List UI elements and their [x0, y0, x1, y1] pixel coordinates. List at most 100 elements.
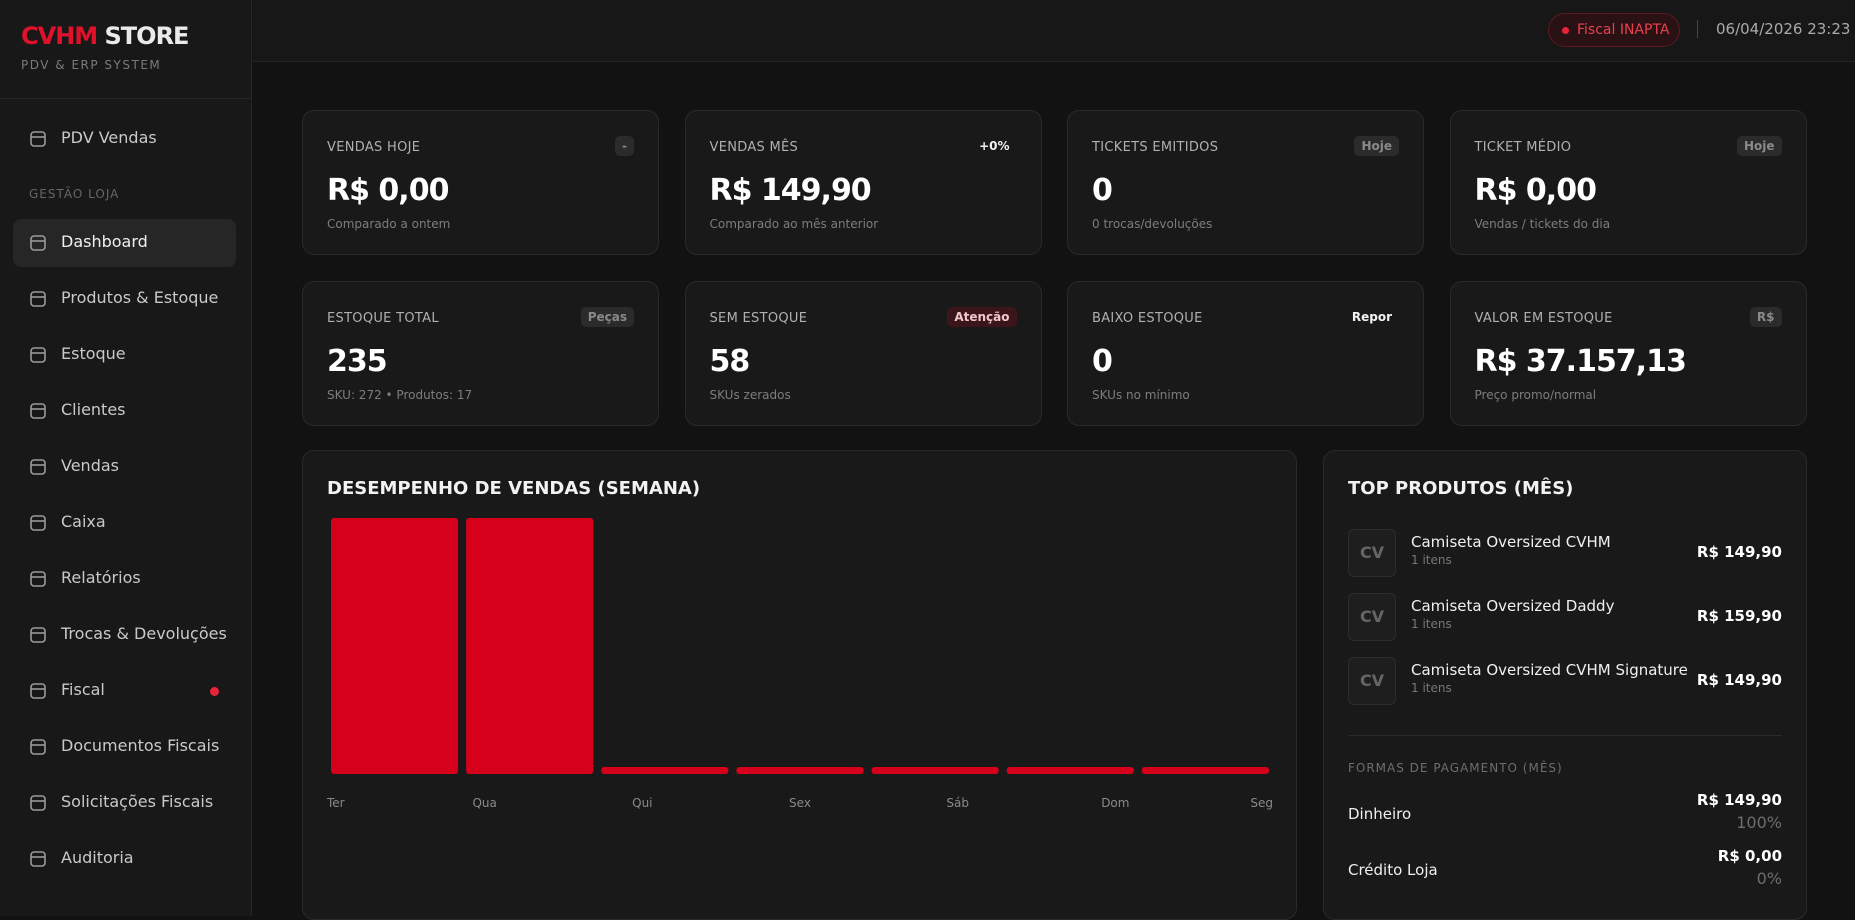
nav-icon: [30, 683, 46, 699]
nav-item[interactable]: Estoque: [13, 331, 236, 379]
nav-label: Clientes: [61, 400, 126, 419]
chart-card: DESEMPENHO DE VENDAS (SEMANA) Ter Qua Qui S…: [302, 450, 1297, 920]
stat-card: ESTOQUE TOTAL Peças 235 SKU: 272 • Produtos…: [302, 281, 659, 426]
product-avatar: CV: [1348, 657, 1396, 705]
bar: [601, 767, 729, 774]
nav-label: Auditoria: [61, 848, 134, 867]
stat-card: TICKET MÉDIO Hoje R$ 0,00 Vendas / tickets …: [1449, 110, 1807, 255]
nav-label: Dashboard: [61, 232, 148, 251]
nav-item[interactable]: Produtos & Estoque: [13, 275, 236, 323]
nav-icon: [30, 571, 46, 587]
payment-percent: 100%: [1736, 813, 1782, 832]
nav-item[interactable]: Clientes: [13, 387, 236, 435]
nav-label: Estoque: [61, 344, 126, 363]
bar: [331, 518, 459, 774]
bar: [466, 518, 594, 774]
product-sub: 1 itens: [1411, 553, 1452, 567]
stat-value: R$ 0,00: [1474, 173, 1597, 208]
brand-accent: CVHM: [21, 22, 98, 50]
stat-badge: Repor: [1351, 310, 1392, 324]
nav-label: Relatórios: [61, 568, 141, 587]
x-tick-label: Ter: [326, 796, 345, 810]
x-tick-label: Dom: [1101, 796, 1129, 810]
nav-item[interactable]: Dashboard: [13, 219, 236, 267]
datetime: 06/04/2026 23:23: [1716, 20, 1851, 38]
x-tick-label: Sáb: [946, 796, 969, 810]
stat-sub: Comparado ao mês anterior: [709, 217, 879, 231]
stat-value: R$ 0,00: [327, 173, 449, 208]
nav-section: GESTÃO LOJA: [29, 187, 120, 201]
nav-item[interactable]: Trocas & Devoluções: [13, 611, 236, 659]
stat-label: TICKET MÉDIO: [1474, 140, 1572, 155]
stat-badge: Hoje: [1354, 136, 1399, 156]
stat-badge: R$: [1749, 307, 1782, 327]
product-sub: 1 itens: [1411, 681, 1452, 695]
nav-item[interactable]: Documentos Fiscais: [13, 723, 236, 771]
separator: [1697, 20, 1698, 38]
stat-value: R$ 149,90: [709, 173, 872, 208]
tagline: PDV & ERP SYSTEM: [21, 58, 162, 72]
product-name: Camiseta Oversized CVHM: [1411, 533, 1611, 551]
nav-label: Trocas & Devoluções: [61, 624, 227, 643]
brand: CVHM STORE: [21, 22, 190, 50]
stat-badge: Peças: [580, 307, 634, 327]
stat-sub: Comparado a ontem: [327, 217, 451, 231]
product-name: Camiseta Oversized CVHM Signature: [1411, 661, 1688, 679]
payment-method: Dinheiro: [1348, 805, 1412, 823]
x-tick-label: Qua: [472, 796, 496, 810]
payment-amount: R$ 149,90: [1696, 791, 1782, 809]
product-price: R$ 159,90: [1696, 607, 1782, 625]
nav-item[interactable]: Relatórios: [13, 555, 236, 603]
stat-value: 0: [1092, 173, 1113, 208]
payments-title: FORMAS DE PAGAMENTO (MÊS): [1348, 761, 1563, 775]
payment-method: Crédito Loja: [1348, 861, 1438, 879]
product-price: R$ 149,90: [1696, 543, 1782, 561]
stat-card: BAIXO ESTOQUE Repor 0 SKUs no mínimo: [1067, 281, 1424, 426]
stat-label: VALOR EM ESTOQUE: [1474, 311, 1613, 326]
nav-icon: [30, 291, 46, 307]
stat-label: VENDAS MÊS: [709, 140, 799, 155]
nav-item[interactable]: Caixa: [13, 499, 236, 547]
stat-badge: Atenção: [947, 307, 1017, 327]
stat-label: TICKETS EMITIDOS: [1092, 140, 1219, 155]
nav-icon: [30, 459, 46, 475]
stat-sub: SKU: 272 • Produtos: 17: [327, 388, 473, 402]
nav-icon: [30, 131, 46, 147]
sidebar: CVHM STORE PDV & ERP SYSTEM GESTÃO LOJA …: [0, 0, 252, 916]
nav-label: Fiscal: [61, 680, 105, 699]
product-price: R$ 149,90: [1696, 671, 1782, 689]
chart: Ter Qua Qui Sex Sáb Dom Seg: [326, 518, 1273, 810]
stat-sub: SKUs zerados: [709, 388, 791, 402]
brand-name: STORE: [104, 22, 190, 50]
nav-item[interactable]: PDV Vendas: [13, 115, 236, 163]
nav-icon: [30, 403, 46, 419]
product-avatar: CV: [1348, 593, 1396, 641]
fiscal-status[interactable]: Fiscal INAPTA: [1548, 13, 1680, 47]
nav-icon: [30, 235, 46, 251]
nav-item[interactable]: Solicitações Fiscais: [13, 779, 236, 827]
alert-dot: [210, 687, 219, 696]
nav-item[interactable]: Fiscal: [13, 667, 236, 715]
x-tick-label: Sex: [789, 796, 811, 810]
top-products-title: TOP PRODUTOS (MÊS): [1348, 478, 1574, 499]
nav-icon: [30, 627, 46, 643]
nav-item[interactable]: Vendas: [13, 443, 236, 491]
stat-label: ESTOQUE TOTAL: [327, 311, 439, 326]
nav-label: Solicitações Fiscais: [61, 792, 214, 811]
stat-label: VENDAS HOJE: [327, 140, 421, 155]
stat-card: VENDAS MÊS +0% R$ 149,90 Comparado ao mês a…: [684, 110, 1042, 255]
stat-card: VALOR EM ESTOQUE R$ R$ 37.157,13 Preço prom…: [1449, 281, 1807, 426]
payment-percent: 0%: [1756, 869, 1782, 888]
nav-icon: [30, 515, 46, 531]
divider: [1348, 735, 1782, 736]
stat-sub: Preço promo/normal: [1474, 388, 1597, 402]
top-products-card: TOP PRODUTOS (MÊS) FORMAS DE PAGAMENTO (…: [1323, 450, 1807, 920]
payment-amount: R$ 0,00: [1717, 847, 1782, 865]
stat-sub: 0 trocas/devoluções: [1092, 217, 1213, 231]
nav-item[interactable]: Auditoria: [13, 835, 236, 883]
stat-sub: SKUs no mínimo: [1092, 388, 1190, 402]
stat-label: BAIXO ESTOQUE: [1092, 311, 1203, 326]
chart-title: DESEMPENHO DE VENDAS (SEMANA): [327, 478, 701, 499]
nav-label: Documentos Fiscais: [61, 736, 220, 755]
